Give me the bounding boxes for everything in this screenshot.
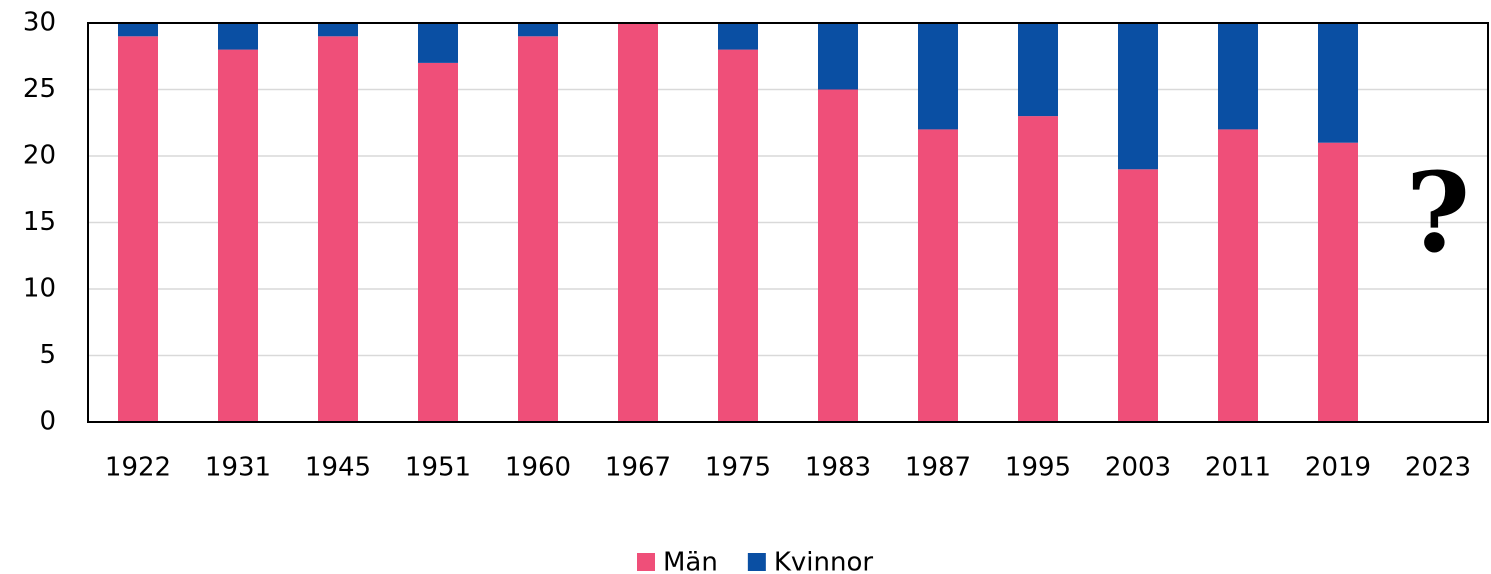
- bar: [1118, 169, 1158, 422]
- bar: [718, 23, 758, 50]
- x-tick-label: 1995: [1005, 453, 1071, 483]
- bar: [518, 36, 558, 423]
- bar: [118, 36, 158, 423]
- y-tick-label: 15: [23, 207, 56, 237]
- annotation: ?: [1406, 148, 1470, 277]
- bar: [618, 23, 658, 422]
- x-tick-label: 1967: [605, 453, 671, 483]
- legend-swatch: [747, 553, 766, 571]
- y-tick-label: 5: [39, 340, 56, 370]
- x-tick-label: 2019: [1305, 453, 1371, 483]
- bar: [818, 89, 858, 422]
- y-tick-label: 10: [23, 274, 56, 304]
- x-tick-label: 1987: [905, 453, 971, 483]
- x-tick-label: 1983: [805, 453, 871, 483]
- bar: [1318, 23, 1358, 143]
- x-tick-label: 2003: [1105, 453, 1171, 483]
- bar: [418, 62, 458, 423]
- bar: [1018, 116, 1058, 422]
- bar: [718, 49, 758, 422]
- bar: [218, 23, 258, 50]
- legend-swatch: [637, 553, 655, 571]
- bar: [818, 23, 858, 90]
- bar: [318, 23, 358, 37]
- bar: [1218, 23, 1258, 130]
- x-tick-label: 2011: [1205, 453, 1271, 483]
- y-tick-label: 0: [39, 407, 56, 437]
- bar: [1318, 142, 1358, 422]
- y-tick-label: 25: [23, 74, 56, 104]
- bar: [1118, 23, 1158, 170]
- y-tick-label: 20: [23, 141, 56, 171]
- x-tick-label: 1975: [705, 453, 771, 483]
- x-tick-label: 1922: [105, 453, 171, 483]
- bar: [1218, 129, 1258, 422]
- x-tick-label: 2023: [1405, 453, 1471, 483]
- x-tick-label: 1931: [205, 453, 271, 483]
- bar: [918, 129, 958, 422]
- legend-label: Kvinnor: [774, 548, 874, 574]
- legend-label: Män: [663, 548, 718, 574]
- bar: [318, 36, 358, 423]
- bar: [418, 23, 458, 63]
- x-tick-label: 1951: [405, 453, 471, 483]
- bar: [518, 23, 558, 37]
- x-tick-label: 1945: [305, 453, 371, 483]
- bar: [218, 49, 258, 422]
- y-tick-label: 30: [23, 8, 56, 38]
- plot-border: [87, 22, 1489, 423]
- bar: [1018, 23, 1058, 117]
- x-tick-label: 1960: [505, 453, 571, 483]
- bar: [918, 23, 958, 130]
- bar: [118, 23, 158, 37]
